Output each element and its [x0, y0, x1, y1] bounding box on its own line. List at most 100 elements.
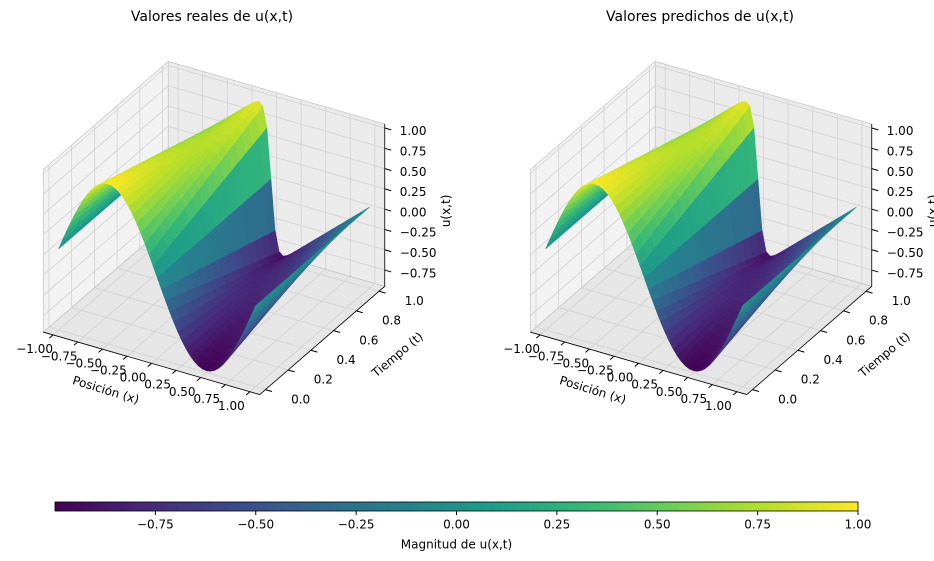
tick-mark	[265, 389, 273, 392]
tick-mark	[333, 330, 341, 333]
z-tick-label: 0.00	[887, 205, 914, 219]
x-tick-label: −0.75	[528, 349, 565, 363]
tick-mark	[634, 362, 639, 367]
x-tick-label: −0.25	[90, 364, 127, 378]
tick-mark	[384, 147, 392, 151]
tick-mark	[708, 384, 713, 389]
grid-line	[168, 65, 385, 129]
x-tick-label: −0.25	[577, 364, 614, 378]
panel: −1.00−0.75−0.50−0.250.000.250.500.751.00…	[16, 9, 453, 413]
colorbar-tick-label: −0.50	[237, 518, 274, 532]
z-tick-label: 0.50	[400, 165, 427, 179]
tick-mark	[288, 369, 295, 373]
tick-mark	[659, 370, 664, 375]
tick-mark	[384, 269, 392, 273]
grid-line	[655, 105, 872, 169]
x-tick-label: −1.00	[16, 342, 53, 356]
tick-mark	[865, 290, 873, 294]
tick-mark	[560, 341, 566, 346]
grid-line	[42, 126, 169, 235]
z-tick-label: 0.25	[400, 185, 427, 199]
y-tick-label: 1.0	[892, 294, 911, 308]
z-axis-label: u(x,t)	[439, 195, 453, 228]
tick-mark	[820, 330, 828, 333]
z-tick-label: −0.50	[400, 246, 437, 260]
y-tick-label: 0.8	[382, 314, 401, 328]
tick-mark	[221, 384, 226, 389]
z-tick-label: 0.25	[887, 185, 914, 199]
tick-mark	[172, 370, 177, 375]
x-tick-label: 1.00	[705, 399, 732, 413]
tick-mark	[585, 348, 590, 353]
y-tick-label: 0.4	[337, 353, 356, 367]
tick-mark	[245, 391, 251, 396]
grid-line	[168, 105, 385, 169]
grid-line	[558, 307, 776, 371]
surface-patch	[602, 183, 615, 194]
x-tick-label: 0.00	[120, 371, 147, 385]
z-tick-label: −0.25	[400, 226, 437, 240]
z-tick-label: 0.75	[887, 145, 914, 159]
tick-mark	[384, 249, 392, 253]
grid-line	[712, 276, 838, 385]
x-tick-label: −0.50	[65, 356, 102, 370]
colorbar	[54, 501, 859, 512]
surface-patch	[738, 299, 751, 316]
z-tick-label: −0.50	[887, 246, 924, 260]
axis-line	[259, 286, 386, 395]
surface	[58, 100, 370, 372]
surface-patch	[251, 299, 264, 316]
grid-line	[42, 85, 169, 195]
x-tick-label: 0.25	[631, 378, 658, 392]
grid-line	[529, 65, 656, 175]
x-tick-label: −0.50	[552, 356, 589, 370]
tick-mark	[797, 349, 805, 353]
colorbar-tick-label: −0.75	[137, 518, 174, 532]
y-tick-label: 0.4	[824, 353, 843, 367]
tick-mark	[843, 310, 850, 314]
axis-line	[746, 286, 873, 395]
tick-mark	[871, 147, 879, 151]
grid-line	[736, 283, 863, 393]
tick-mark	[609, 355, 615, 360]
axis-line	[530, 331, 747, 395]
surface	[545, 100, 857, 372]
tick-mark	[732, 391, 738, 396]
grid-line	[249, 283, 376, 393]
z-tick-label: 1.00	[887, 124, 914, 138]
x-tick-label: 0.50	[656, 385, 683, 399]
y-tick-label: 0.8	[869, 314, 888, 328]
z-tick-label: −0.75	[887, 266, 924, 280]
grid-line	[655, 65, 872, 129]
tick-mark	[683, 377, 689, 382]
grid-line	[655, 85, 872, 149]
y-tick-label: 0.6	[359, 333, 378, 347]
tick-mark	[752, 389, 760, 392]
tick-mark	[871, 168, 879, 171]
chart-title: Valores reales de u(x,t)	[131, 9, 293, 25]
surface-patch	[115, 183, 128, 194]
x-tick-label: −0.75	[41, 349, 78, 363]
x-tick-label: −1.00	[503, 342, 540, 356]
colorbar-tick-label: 0.25	[544, 518, 571, 532]
x-tick-label: 0.25	[144, 378, 171, 392]
tick-mark	[871, 127, 879, 131]
tick-mark	[73, 341, 79, 346]
grid-line	[42, 65, 169, 175]
tick-mark	[378, 290, 386, 294]
tick-mark	[871, 188, 879, 192]
z-tick-label: 0.00	[400, 205, 427, 219]
z-tick-label: −0.75	[400, 266, 437, 280]
tick-mark	[356, 310, 363, 314]
x-tick-label: 1.00	[218, 399, 245, 413]
grid-line	[529, 105, 656, 215]
colorbar-tick-label: −0.25	[338, 518, 375, 532]
tick-mark	[49, 334, 54, 339]
z-tick-label: 0.75	[400, 145, 427, 159]
tick-mark	[384, 127, 392, 131]
x-tick-label: 0.00	[607, 371, 634, 385]
z-tick-label: −0.25	[887, 226, 924, 240]
panel: −1.00−0.75−0.50−0.250.000.250.500.751.00…	[503, 9, 934, 413]
